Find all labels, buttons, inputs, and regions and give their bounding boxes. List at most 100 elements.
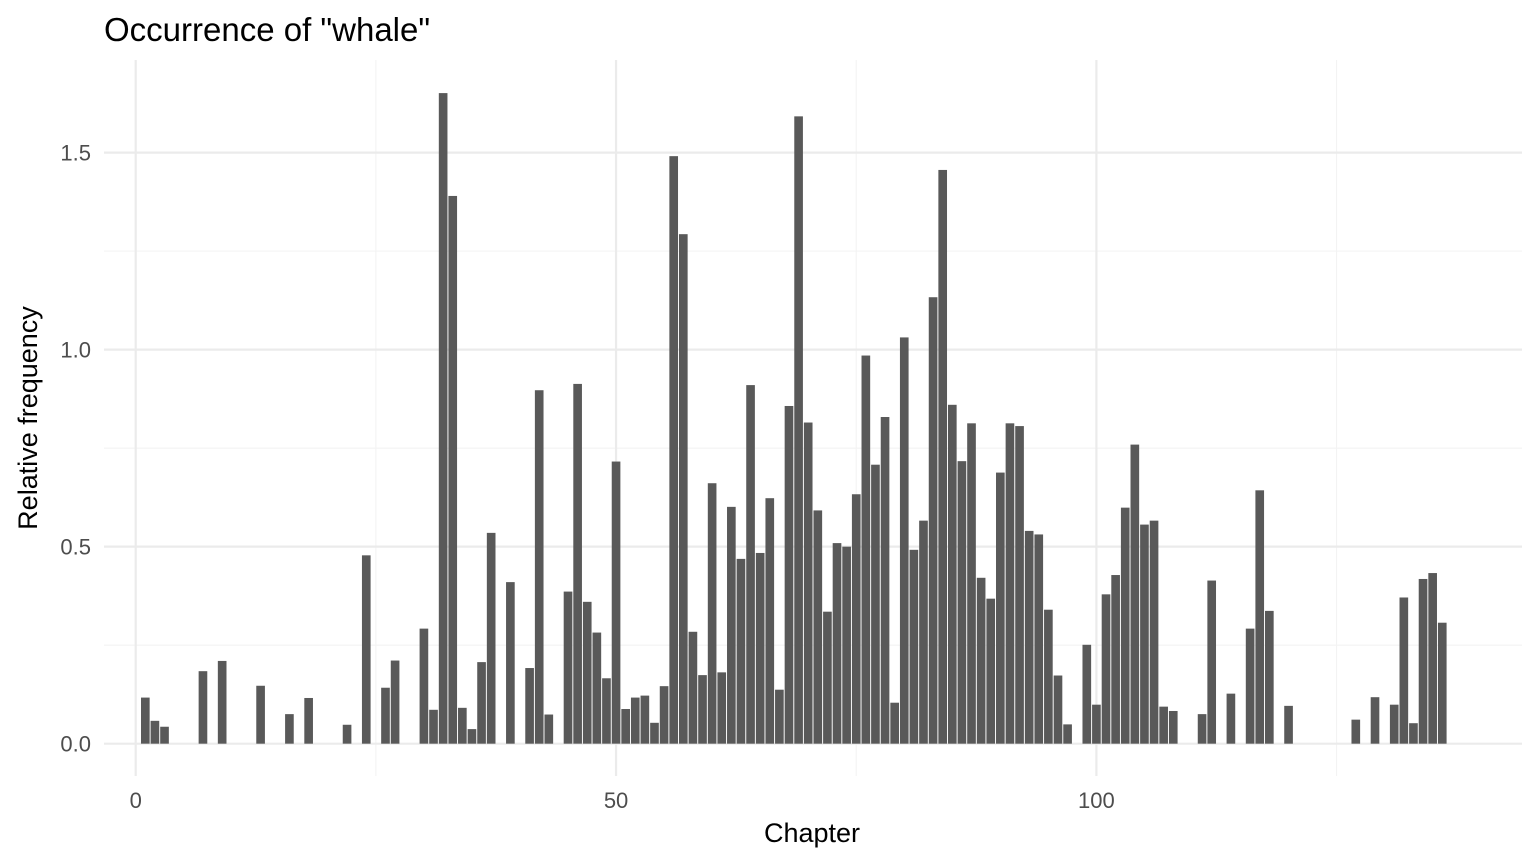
bar-chapter-114 (1226, 693, 1236, 744)
bar-chapter-97 (1063, 724, 1072, 744)
bar-chapter-136 (1437, 622, 1447, 744)
bar-chapter-63 (736, 558, 746, 744)
bar-chapter-7 (198, 671, 208, 744)
bar-chapter-34 (458, 707, 467, 744)
bar-chapter-51 (621, 709, 630, 744)
bar-chapter-67 (775, 689, 784, 744)
chart-title: Occurrence of "whale" (104, 11, 430, 48)
bars (140, 93, 1447, 744)
bar-chapter-116 (1245, 628, 1255, 744)
bar-chapter-54 (650, 722, 659, 744)
bar-chapter-86 (957, 461, 967, 744)
bar-chapter-56 (669, 156, 679, 744)
bar-chapter-108 (1168, 710, 1178, 744)
bar-chapter-131 (1389, 704, 1399, 744)
bar-chapter-2 (150, 720, 160, 744)
x-tick-label: 100 (1078, 788, 1115, 813)
y-tick-label: 1.5 (60, 141, 91, 166)
bar-chapter-58 (688, 631, 698, 744)
y-tick-label: 1.0 (60, 338, 91, 363)
bar-chapter-120 (1284, 705, 1293, 744)
bar-chapter-87 (967, 423, 976, 744)
bar-chapter-64 (746, 385, 755, 744)
bar-chapter-76 (861, 355, 871, 744)
bar-chapter-46 (573, 383, 582, 744)
bar-chapter-100 (1092, 704, 1101, 744)
bar-chapter-90 (996, 472, 1005, 744)
bar-chapter-81 (909, 549, 919, 744)
bar-chapter-135 (1428, 573, 1437, 744)
bar-chapter-99 (1082, 644, 1092, 744)
bar-chapter-68 (784, 405, 794, 744)
bar-chapter-36 (477, 662, 486, 744)
bar-chapter-55 (659, 686, 669, 744)
bar-chapter-75 (851, 494, 861, 744)
bar-chapter-106 (1149, 520, 1159, 744)
bar-chapter-65 (755, 552, 765, 744)
bar-chapter-24 (361, 555, 371, 744)
x-axis-ticks: 0 50 100 (130, 788, 1115, 813)
bar-chapter-104 (1130, 444, 1140, 744)
bar-chapter-73 (832, 543, 842, 744)
bar-chapter-50 (611, 461, 621, 744)
bar-chapter-18 (304, 697, 313, 744)
bar-chapter-30 (419, 628, 429, 744)
bar-chapter-57 (678, 234, 688, 744)
bar-chapter-61 (717, 672, 727, 744)
bar-chapter-16 (285, 714, 294, 744)
bar-chapter-27 (390, 660, 400, 744)
gridlines (104, 60, 1522, 776)
bar-chapter-127 (1351, 719, 1361, 744)
bar-chapter-45 (563, 591, 573, 744)
bar-chapter-118 (1265, 610, 1274, 744)
y-tick-label: 0.0 (60, 732, 91, 757)
bar-chapter-133 (1409, 723, 1418, 744)
bar-chapter-89 (986, 598, 996, 744)
bar-chapter-48 (592, 632, 602, 744)
bar-chapter-83 (928, 297, 938, 744)
bar-chapter-72 (823, 611, 832, 744)
bar-chapter-74 (842, 546, 851, 744)
bar-chapter-49 (602, 678, 611, 744)
bar-chapter-132 (1399, 597, 1409, 744)
bar-chapter-92 (1015, 426, 1024, 744)
bar-chapter-70 (803, 422, 813, 744)
bar-chapter-1 (140, 697, 150, 744)
bar-chapter-112 (1207, 580, 1217, 744)
bar-chapter-82 (919, 520, 928, 744)
bar-chapter-22 (342, 724, 352, 744)
bar-chapter-62 (727, 506, 736, 744)
bar-chapter-77 (871, 464, 880, 744)
bar-chapter-53 (640, 695, 650, 744)
bar-chapter-43 (544, 714, 554, 744)
x-axis-title: Chapter (764, 818, 860, 848)
bar-chapter-91 (1005, 423, 1015, 744)
bar-chapter-69 (794, 116, 803, 744)
bar-chapter-9 (217, 660, 227, 744)
bar-chapter-33 (448, 195, 458, 744)
bar-chapter-78 (880, 417, 890, 744)
bar-chapter-94 (1034, 534, 1044, 744)
bar-chapter-134 (1418, 578, 1428, 744)
y-axis-ticks: 0.0 0.5 1.0 1.5 (60, 141, 91, 757)
bar-chapter-52 (630, 697, 640, 744)
bar-chapter-32 (438, 93, 448, 744)
x-tick-label: 50 (604, 788, 628, 813)
bar-chapter-42 (534, 390, 544, 744)
bar-chapter-26 (381, 687, 390, 744)
bar-chapter-88 (976, 577, 986, 744)
y-axis-title: Relative frequency (13, 306, 43, 530)
bar-chapter-103 (1120, 507, 1130, 744)
bar-chapter-59 (698, 675, 707, 744)
bar-chapter-47 (582, 601, 592, 744)
x-tick-label: 0 (130, 788, 142, 813)
bar-chapter-129 (1370, 697, 1380, 744)
bar-chapter-35 (467, 729, 477, 744)
bar-chapter-96 (1053, 675, 1063, 744)
bar-chapter-117 (1255, 490, 1265, 744)
bar-chapter-41 (525, 668, 534, 744)
bar-chapter-93 (1024, 530, 1034, 744)
bar-chapter-107 (1159, 706, 1168, 744)
bar-chapter-37 (486, 532, 496, 744)
